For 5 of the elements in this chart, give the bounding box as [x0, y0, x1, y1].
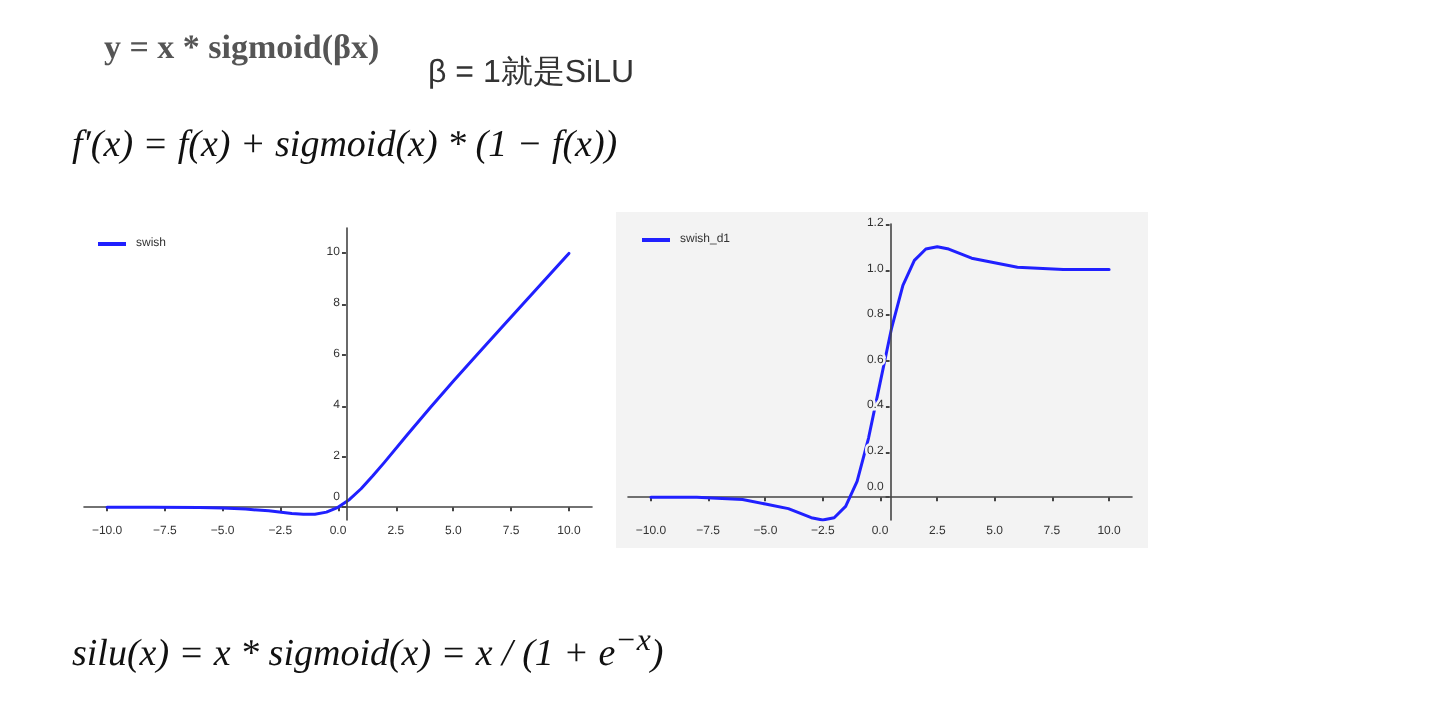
text: y = x * sigmoid(βx) — [104, 28, 380, 68]
line-series — [649, 245, 1111, 522]
text: β = 1就是SiLU — [428, 53, 635, 94]
text: silu(x) = x * sigmoid(x) = x / (1 + e$^{−x}$) — [72, 624, 664, 677]
text: f′(x) = f(x) + sigmoid(x) * (1 − f(x)) — [72, 124, 618, 168]
